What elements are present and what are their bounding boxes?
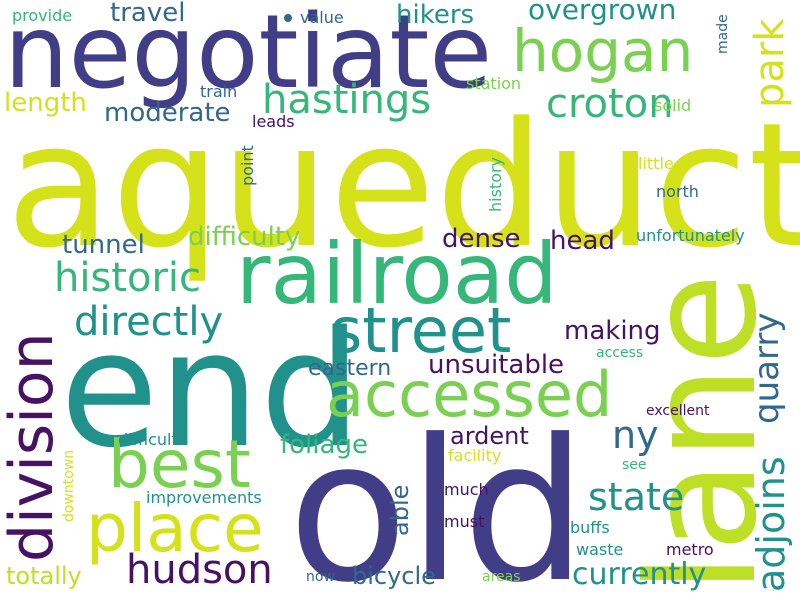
word-historic: historic: [54, 255, 202, 301]
word-unsuitable: unsuitable: [428, 350, 565, 380]
word-railroad: railroad: [236, 225, 558, 323]
word-state: state: [588, 475, 685, 519]
word-solid: solid: [654, 96, 692, 115]
word-waste: waste: [576, 540, 624, 559]
word-hogan: hogan: [512, 17, 694, 85]
word-now: now: [306, 569, 335, 585]
word-croton: croton: [546, 81, 674, 127]
word-division: division: [0, 332, 67, 562]
word-areas: areas: [482, 569, 521, 585]
word-negotiate: negotiate: [4, 0, 493, 112]
word-north: north: [656, 182, 699, 201]
word-able: able: [386, 484, 414, 536]
word-little: little: [638, 154, 674, 173]
word-difficulty: difficulty: [188, 222, 301, 252]
word-best: best: [108, 426, 251, 503]
word-adjoins: adjoins: [749, 456, 793, 592]
word-difficult: difficult: [118, 430, 178, 449]
word-metro: metro: [666, 540, 714, 559]
word-street: street: [330, 294, 512, 367]
word-see: see: [622, 457, 647, 473]
word-making: making: [564, 316, 661, 346]
word-history: history: [486, 156, 505, 212]
word-overgrown: overgrown: [528, 0, 677, 26]
word-tunnel: tunnel: [62, 230, 145, 260]
word-downtown: downtown: [61, 449, 77, 522]
word-totally: totally: [6, 562, 82, 590]
word-buffs: buffs: [570, 518, 610, 537]
word-length: length: [4, 88, 87, 118]
word-currently: currently: [572, 557, 707, 592]
word-aqueduct: aqueduct: [6, 85, 800, 286]
word-improvements: improvements: [146, 488, 262, 507]
word-moderate: moderate: [104, 98, 231, 128]
word-dot: [284, 14, 292, 22]
word-excellent: excellent: [646, 403, 710, 419]
word-point: point: [238, 145, 257, 186]
word-provide: provide: [12, 6, 73, 25]
word-park: park: [747, 18, 793, 108]
word-ardent: ardent: [450, 422, 529, 450]
word-foliage: foliage: [280, 430, 368, 460]
word-must: must: [444, 512, 485, 531]
word-station: station: [466, 74, 522, 93]
word-bicycle: bicycle: [352, 562, 436, 590]
word-facility: facility: [448, 446, 502, 465]
word-eastern: eastern: [308, 356, 392, 381]
word-travel: travel: [110, 0, 186, 28]
word-place: place: [86, 490, 264, 567]
word-directly: directly: [74, 299, 224, 345]
word-hikers: hikers: [396, 0, 475, 30]
word-much: much: [444, 480, 489, 499]
word-dense: dense: [442, 224, 521, 254]
word-end: end: [60, 296, 362, 483]
word-train: train: [200, 82, 238, 101]
word-accessed: accessed: [326, 358, 613, 431]
word-leads: leads: [252, 112, 295, 131]
word-unfortunately: unfortunately: [636, 226, 745, 245]
word-head: head: [550, 226, 615, 256]
word-hastings: hastings: [262, 77, 432, 123]
word-hudson: hudson: [126, 547, 273, 593]
word-old: old: [288, 398, 587, 600]
word-ny: ny: [612, 413, 659, 457]
word-access: access: [596, 345, 644, 361]
word-quarry: quarry: [747, 312, 787, 424]
word-made: made: [715, 14, 731, 54]
word-value: value: [300, 8, 344, 27]
